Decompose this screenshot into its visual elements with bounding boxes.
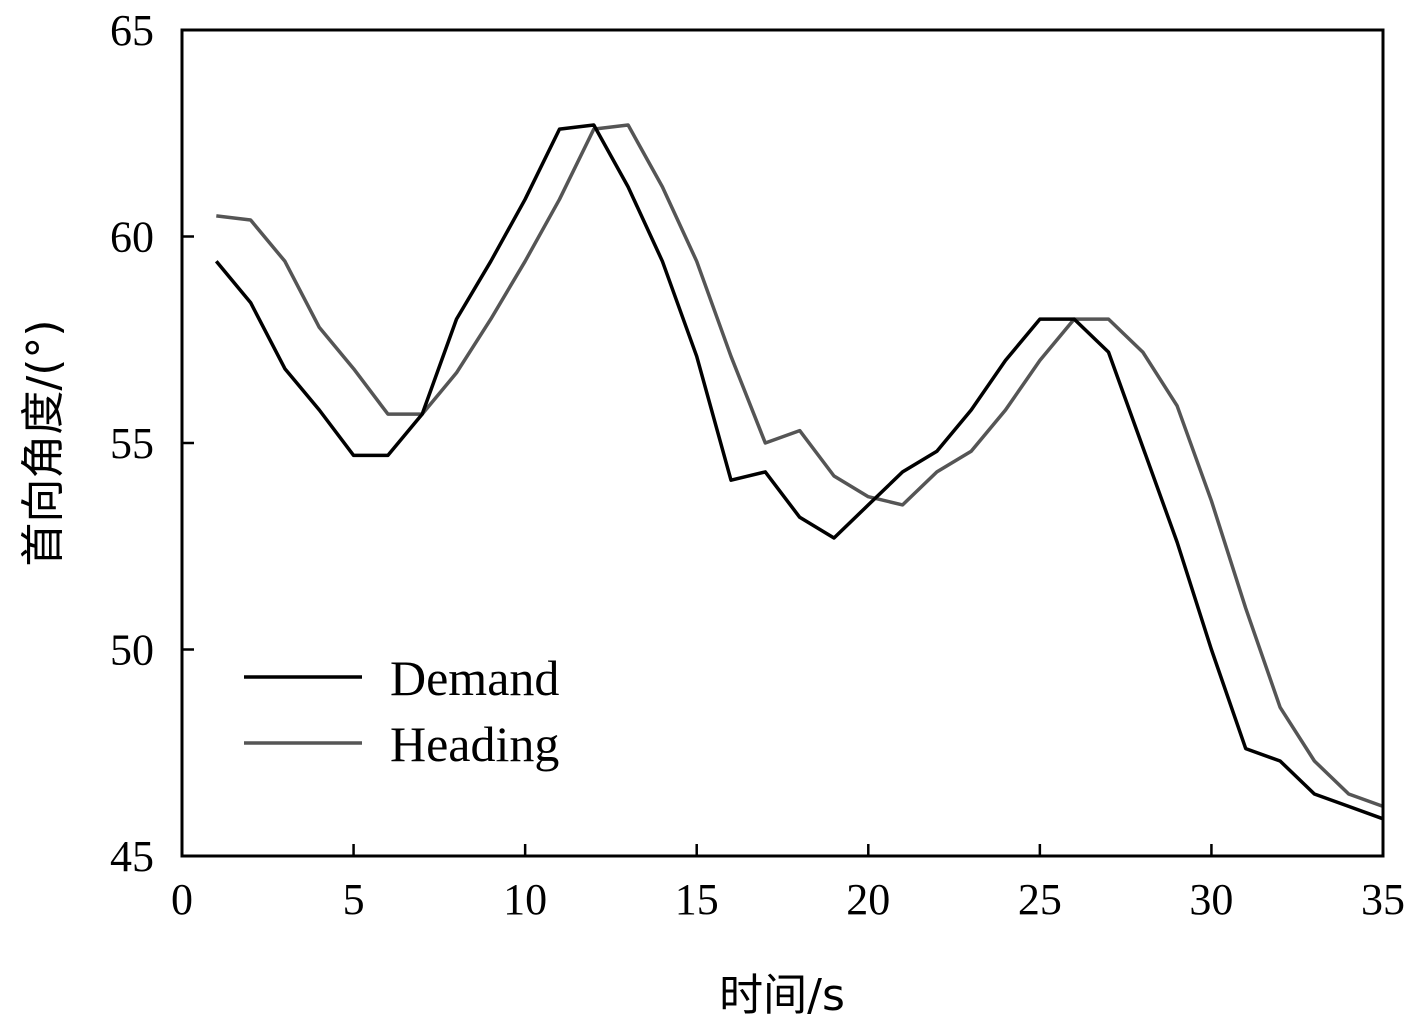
y-tick-label: 50	[110, 626, 154, 675]
x-ticks: 0 5 10 15 20 25 30 35	[171, 844, 1405, 924]
x-tick-label: 15	[675, 875, 719, 924]
legend: Demand Heading	[244, 650, 559, 772]
x-tick-label: 20	[846, 875, 890, 924]
series-line-heading	[216, 123, 1384, 809]
legend-label-demand: Demand	[390, 650, 559, 706]
x-tick-label: 10	[503, 875, 547, 924]
x-tick-label: 30	[1189, 875, 1233, 924]
plot-series-layer	[214, 123, 1384, 821]
y-ticks: 45 50 55 60 65	[110, 6, 194, 881]
y-tick-label: 65	[110, 6, 154, 55]
y-axis-title: 首向角度/(°)	[18, 319, 69, 566]
x-tick-label: 5	[343, 875, 365, 924]
x-tick-label: 35	[1361, 875, 1405, 924]
y-tick-label: 45	[110, 832, 154, 881]
y-tick-label: 60	[110, 213, 154, 262]
plot-frame	[180, 28, 1385, 858]
x-tick-label: 0	[171, 875, 193, 924]
x-tick-label: 25	[1018, 875, 1062, 924]
y-tick-label: 55	[110, 419, 154, 468]
legend-label-heading: Heading	[390, 716, 559, 772]
x-axis-title: 时间/s	[719, 970, 845, 1021]
series-line-demand	[214, 123, 1384, 821]
